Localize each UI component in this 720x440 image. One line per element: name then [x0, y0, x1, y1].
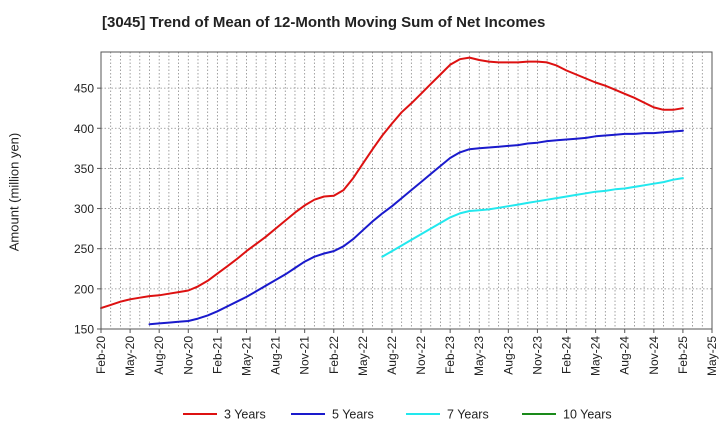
- y-tick-label: 150: [74, 323, 94, 337]
- x-tick-label: Feb-21: [210, 336, 224, 374]
- y-tick-label: 250: [74, 242, 94, 256]
- plot-area: [100, 51, 713, 330]
- x-tick-label: May-23: [472, 336, 486, 376]
- x-tick-label: Feb-25: [676, 336, 690, 374]
- x-tick-label: Nov-24: [647, 336, 661, 375]
- x-tick-label: May-21: [239, 336, 253, 376]
- y-tick-label: 400: [74, 122, 94, 136]
- y-tick-label: 350: [74, 162, 94, 176]
- x-tick-label: Aug-20: [152, 336, 166, 375]
- series-line-2: [148, 129, 684, 326]
- x-tick-label: May-24: [589, 336, 603, 376]
- x-tick-label: Aug-24: [618, 336, 632, 375]
- series-line-1: [100, 56, 684, 310]
- x-tick-label: Nov-23: [530, 336, 544, 375]
- series-line-3: [381, 177, 684, 258]
- x-tick-label: Feb-23: [443, 336, 457, 374]
- legend-label-2: 5 Years: [332, 408, 374, 422]
- x-tick-label: Feb-24: [560, 336, 574, 374]
- x-tick-label: Aug-21: [269, 336, 283, 375]
- x-tick-label: May-25: [705, 336, 719, 376]
- legend-label-1: 3 Years: [224, 408, 266, 422]
- chart-title: [3045] Trend of Mean of 12-Month Moving …: [102, 14, 546, 31]
- y-axis: 150 200 250 300 350 400 450: [74, 82, 101, 337]
- legend: 3 Years 5 Years 7 Years 10 Years: [183, 408, 612, 422]
- x-tick-label: Feb-20: [94, 336, 108, 374]
- grid: [101, 52, 712, 329]
- x-tick-label: May-22: [356, 336, 370, 376]
- series-lines: [100, 56, 684, 326]
- x-axis: Feb-20 May-20 Aug-20 Nov-20 Feb-21 May-21 Aug-…: [94, 329, 719, 376]
- x-tick-label: Nov-20: [181, 336, 195, 375]
- x-tick-label: Feb-22: [327, 336, 341, 374]
- y-tick-label: 200: [74, 282, 94, 296]
- x-tick-label: Nov-22: [414, 336, 428, 375]
- y-tick-label: 300: [74, 202, 94, 216]
- x-tick-label: Aug-22: [385, 336, 399, 375]
- legend-label-3: 7 Years: [447, 408, 489, 422]
- legend-label-4: 10 Years: [563, 408, 612, 422]
- y-tick-label: 450: [74, 82, 94, 96]
- x-tick-label: Nov-21: [298, 336, 312, 375]
- x-tick-label: Aug-23: [501, 336, 515, 375]
- x-tick-label: May-20: [123, 336, 137, 376]
